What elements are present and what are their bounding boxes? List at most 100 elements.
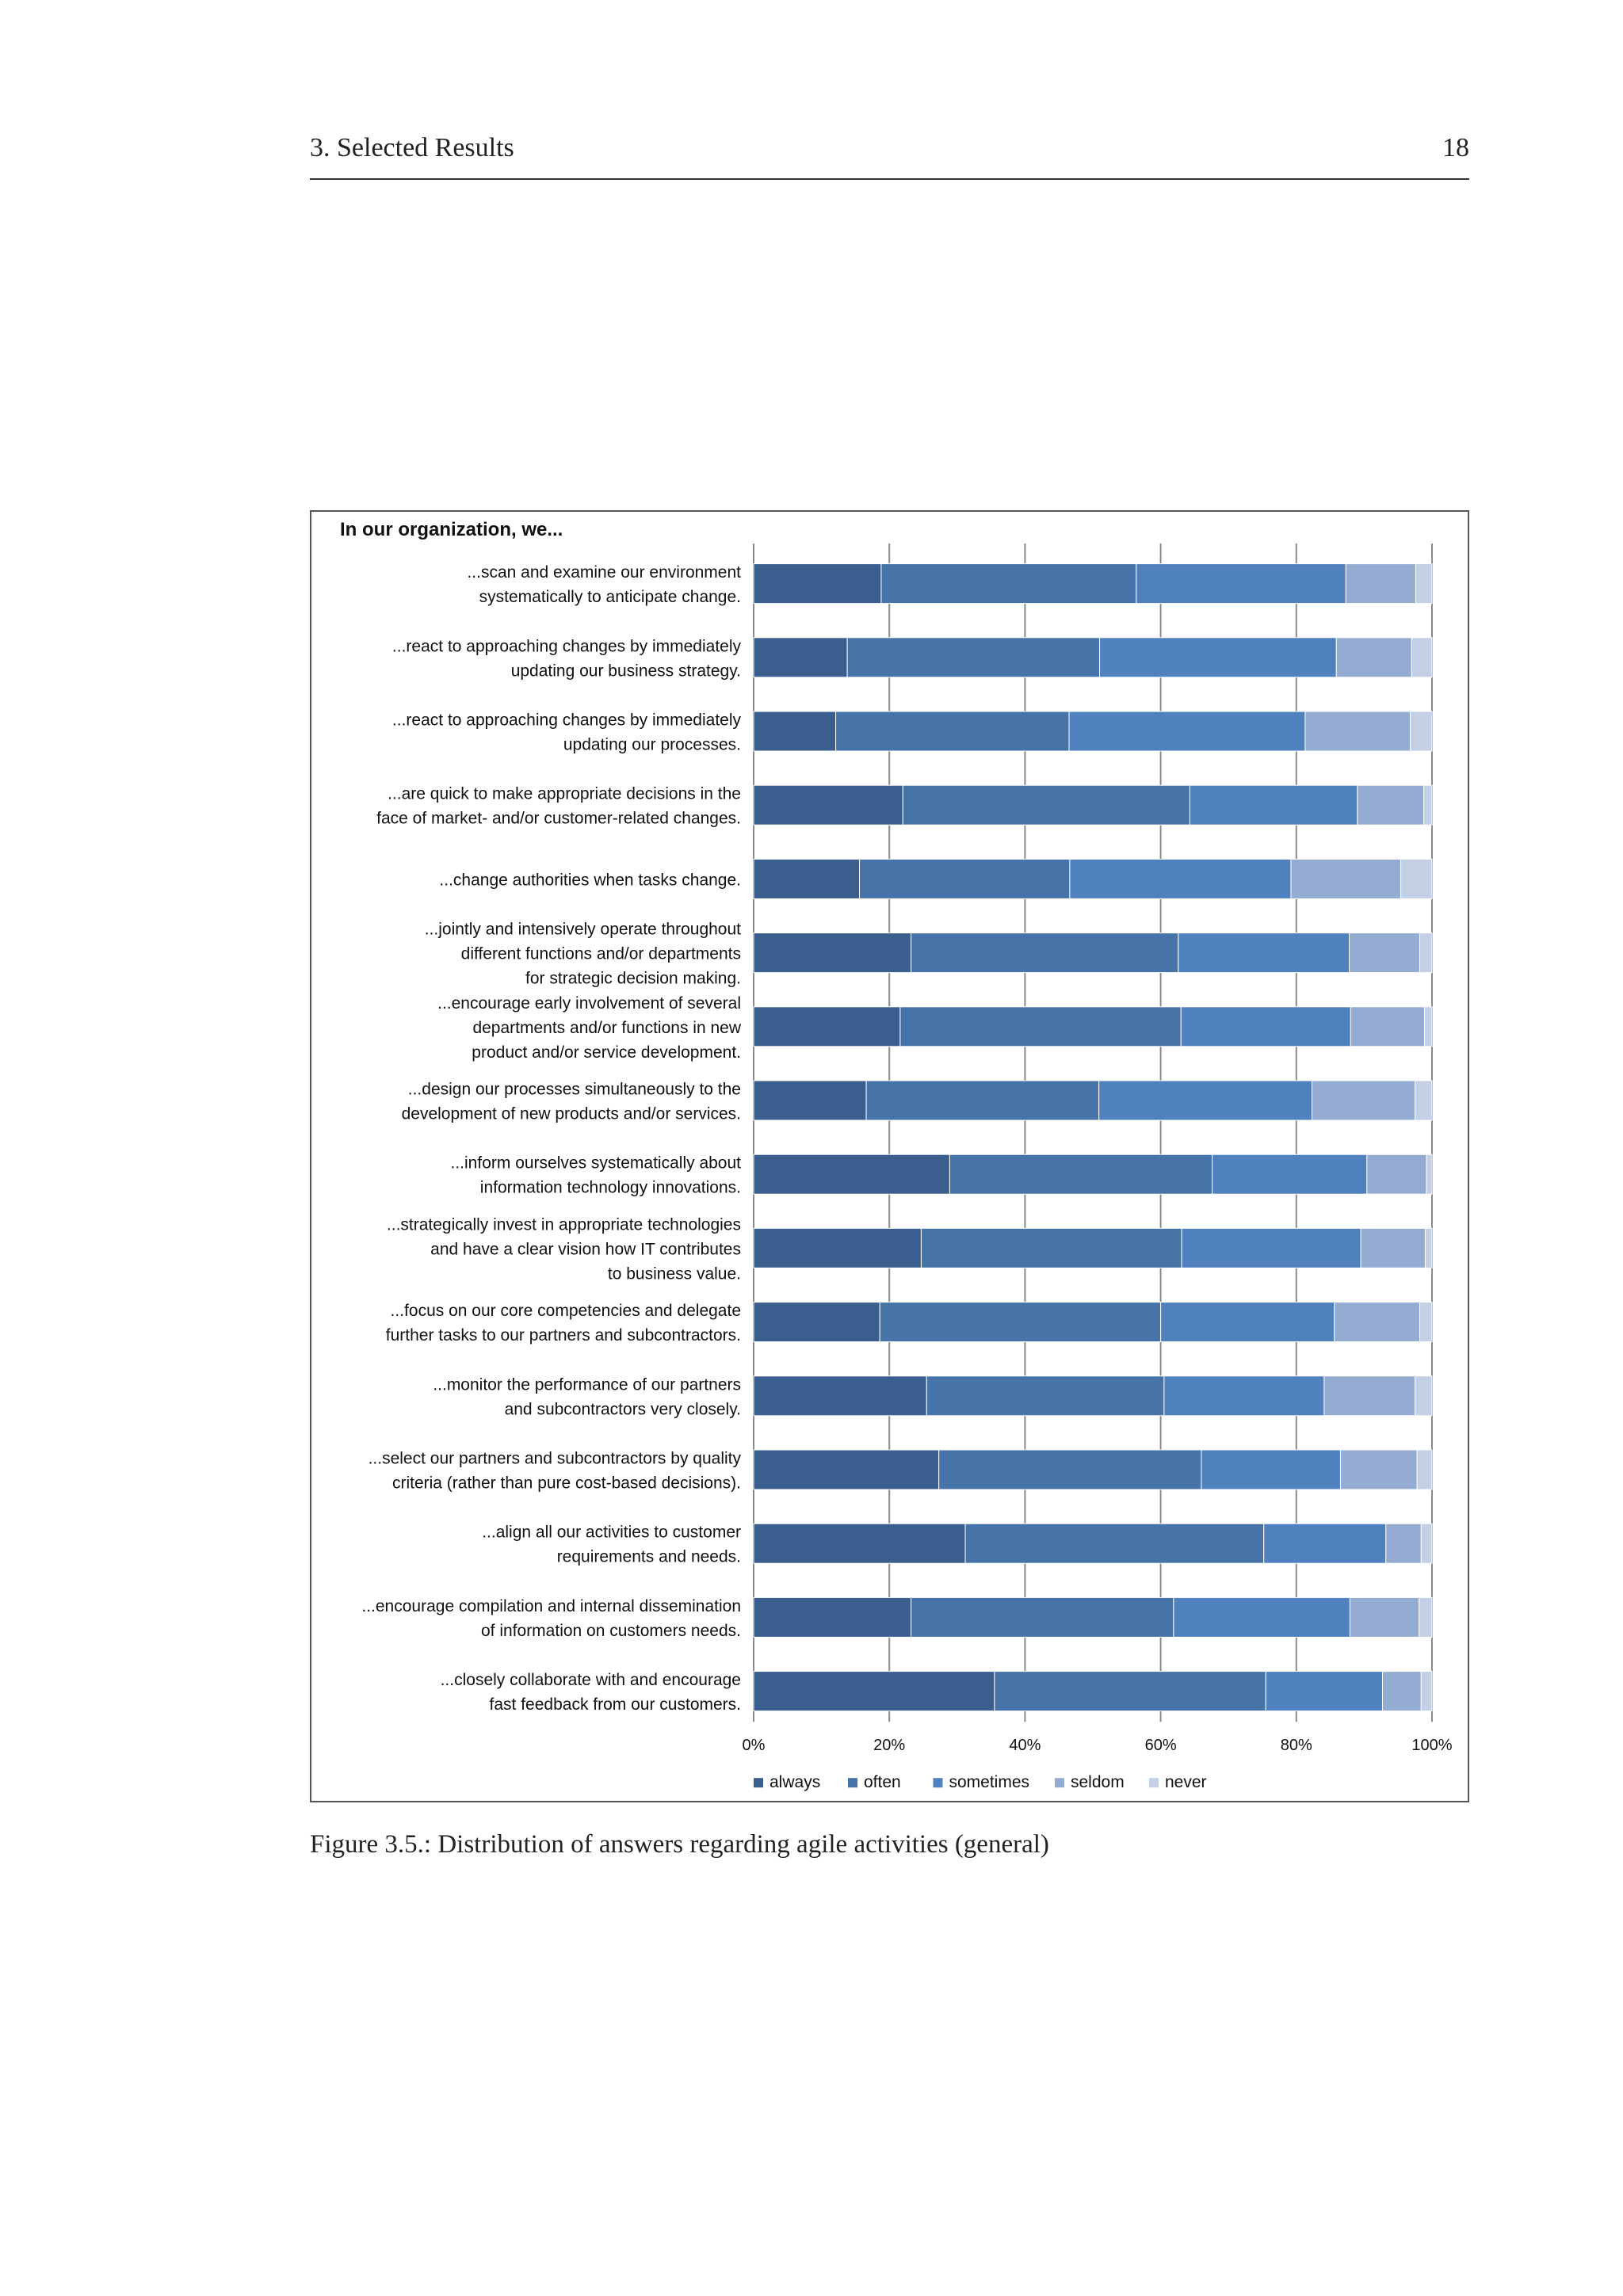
bar-seldom xyxy=(1360,1227,1426,1268)
category-label-line: fast feedback from our customers. xyxy=(490,1695,741,1714)
category-label-line: face of market- and/or customer-related … xyxy=(376,810,741,828)
legend-label-never: never xyxy=(1165,1773,1207,1791)
section-header: 3. Selected Results xyxy=(310,133,514,162)
bar-seldom xyxy=(1382,1671,1422,1712)
category-label-line: for strategic decision making. xyxy=(525,970,741,988)
category-label-line: ...encourage early involvement of severa… xyxy=(437,994,741,1013)
category-label-line: criteria (rather than pure cost-based de… xyxy=(392,1474,741,1493)
category-label: ...encourage compilation and internal di… xyxy=(361,1597,741,1640)
bar-sometimes xyxy=(1136,563,1346,605)
bar-sometimes xyxy=(1068,711,1306,752)
category-label-line: ...react to approaching changes by immed… xyxy=(392,711,742,730)
bar-sometimes xyxy=(1265,1671,1384,1712)
category-label-line: to business value. xyxy=(608,1264,741,1283)
bar-always xyxy=(753,1596,912,1638)
bar-always xyxy=(753,858,861,899)
category-label-line: requirements and needs. xyxy=(557,1548,741,1566)
bar-often xyxy=(911,933,1179,974)
bar-often xyxy=(911,1596,1174,1638)
bar-often xyxy=(880,563,1137,605)
bar-never xyxy=(1419,1596,1433,1638)
bar-never xyxy=(1420,1523,1433,1564)
bar-always xyxy=(753,1006,901,1047)
bar-seldom xyxy=(1350,1006,1426,1047)
category-label-line: ...encourage compilation and internal di… xyxy=(361,1597,741,1615)
category-label-line: systematically to anticipate change. xyxy=(479,588,741,606)
bar-often xyxy=(949,1154,1213,1195)
bar-never xyxy=(1410,711,1433,752)
bar-never xyxy=(1415,1080,1433,1121)
bar-always xyxy=(753,1080,867,1121)
category-label-line: development of new products and/or servi… xyxy=(402,1105,741,1123)
bar-always xyxy=(753,1154,950,1195)
category-label: ...closely collaborate with and encourag… xyxy=(441,1671,741,1714)
legend-label-often: often xyxy=(864,1773,901,1791)
category-label-line: of information on customers needs. xyxy=(481,1622,741,1640)
x-tick-label: 20% xyxy=(873,1737,905,1754)
category-label: ...select our partners and subcontractor… xyxy=(369,1450,742,1493)
category-label: ...align all our activities to customer r… xyxy=(482,1524,741,1566)
bar-always xyxy=(753,711,837,752)
bar-never xyxy=(1415,563,1433,605)
category-label: ...react to approaching changes by immed… xyxy=(392,711,742,754)
category-label-line: ...are quick to make appropriate decisio… xyxy=(388,785,741,803)
bar-sometimes xyxy=(1098,1080,1312,1121)
bar-often xyxy=(926,1375,1165,1417)
bar-never xyxy=(1426,1154,1433,1195)
x-tick-label: 0% xyxy=(743,1737,766,1754)
category-label-line: ...monitor the performance of our partne… xyxy=(433,1375,741,1394)
category-label-line: ...jointly and intensively operate throu… xyxy=(425,921,741,939)
legend-swatch-always xyxy=(754,1778,763,1788)
category-label: ...strategically invest in appropriate t… xyxy=(387,1215,741,1283)
category-label-line: ...focus on our core competencies and de… xyxy=(391,1302,741,1320)
bar-often xyxy=(964,1523,1265,1564)
bar-seldom xyxy=(1385,1523,1422,1564)
category-label: ...change authorities when tasks change. xyxy=(439,871,741,889)
bar-never xyxy=(1415,1375,1433,1417)
category-label-line: ...design our processes simultaneously t… xyxy=(408,1081,741,1099)
bar-always xyxy=(753,1375,927,1417)
category-label-line: ...inform ourselves systematically about xyxy=(451,1154,742,1173)
bar-often xyxy=(899,1006,1182,1047)
category-label-line: ...select our partners and subcontractor… xyxy=(369,1450,742,1468)
legend-label-sometimes: sometimes xyxy=(949,1773,1030,1791)
bar-always xyxy=(753,1227,922,1268)
category-label-line: different functions and/or departments xyxy=(461,945,741,963)
bar-often xyxy=(846,637,1101,678)
category-label: ...inform ourselves systematically about… xyxy=(451,1154,742,1197)
category-label-line: ...strategically invest in appropriate t… xyxy=(387,1215,741,1234)
bar-sometimes xyxy=(1178,933,1350,974)
bar-seldom xyxy=(1304,711,1411,752)
chart-title: In our organization, we... xyxy=(340,519,563,540)
bar-always xyxy=(753,1671,995,1712)
bar-sometimes xyxy=(1173,1596,1350,1638)
category-label: ...react to approaching changes by immed… xyxy=(392,637,742,680)
bar-sometimes xyxy=(1263,1523,1387,1564)
bar-never xyxy=(1423,784,1433,826)
bar-never xyxy=(1419,933,1433,974)
category-label: ...jointly and intensively operate throu… xyxy=(425,921,741,988)
bar-sometimes xyxy=(1180,1006,1351,1047)
category-label-line: updating our business strategy. xyxy=(511,662,741,680)
category-label-line: ...change authorities when tasks change. xyxy=(439,871,741,889)
bar-seldom xyxy=(1349,1596,1420,1638)
category-label: ...monitor the performance of our partne… xyxy=(433,1375,741,1418)
header-rule xyxy=(310,178,1469,180)
figure-caption: Figure 3.5.: Distribution of answers reg… xyxy=(310,1830,1049,1859)
bar-sometimes xyxy=(1099,637,1337,678)
bar-often xyxy=(938,1449,1202,1490)
bar-often xyxy=(865,1080,1100,1121)
bar-always xyxy=(753,563,882,605)
category-label: ...encourage early involvement of severa… xyxy=(437,994,742,1062)
bar-sometimes xyxy=(1181,1227,1361,1268)
bar-never xyxy=(1424,1227,1433,1268)
page-number: 18 xyxy=(1442,133,1469,162)
bar-sometimes xyxy=(1189,784,1358,826)
x-tick-label: 40% xyxy=(1009,1737,1041,1754)
bar-always xyxy=(753,1302,880,1343)
bar-always xyxy=(753,933,912,974)
x-tick-label: 100% xyxy=(1411,1737,1452,1754)
legend-label-seldom: seldom xyxy=(1071,1773,1125,1791)
bar-never xyxy=(1419,1302,1433,1343)
category-label-line: further tasks to our partners and subcon… xyxy=(386,1326,741,1344)
